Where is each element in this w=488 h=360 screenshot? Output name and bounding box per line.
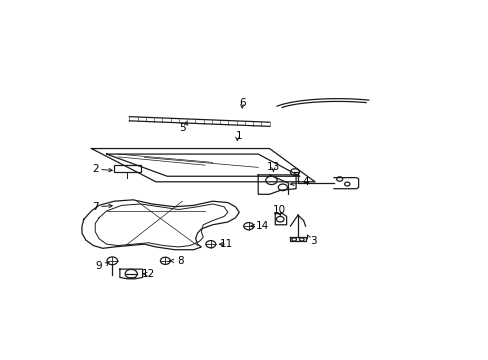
Text: 8: 8 (177, 256, 183, 266)
Text: 3: 3 (309, 237, 316, 246)
Text: 10: 10 (272, 204, 285, 215)
Text: 11: 11 (219, 239, 232, 249)
Bar (114, 165, 141, 172)
Text: 9: 9 (96, 261, 102, 271)
Text: 2: 2 (92, 164, 99, 174)
Text: 6: 6 (239, 98, 246, 108)
Text: 1: 1 (235, 131, 242, 141)
Text: 4: 4 (302, 177, 308, 187)
Text: 13: 13 (266, 162, 280, 172)
Text: 5: 5 (179, 123, 185, 133)
Text: 7: 7 (92, 202, 99, 212)
Text: 12: 12 (142, 269, 155, 279)
Text: 14: 14 (255, 221, 268, 231)
